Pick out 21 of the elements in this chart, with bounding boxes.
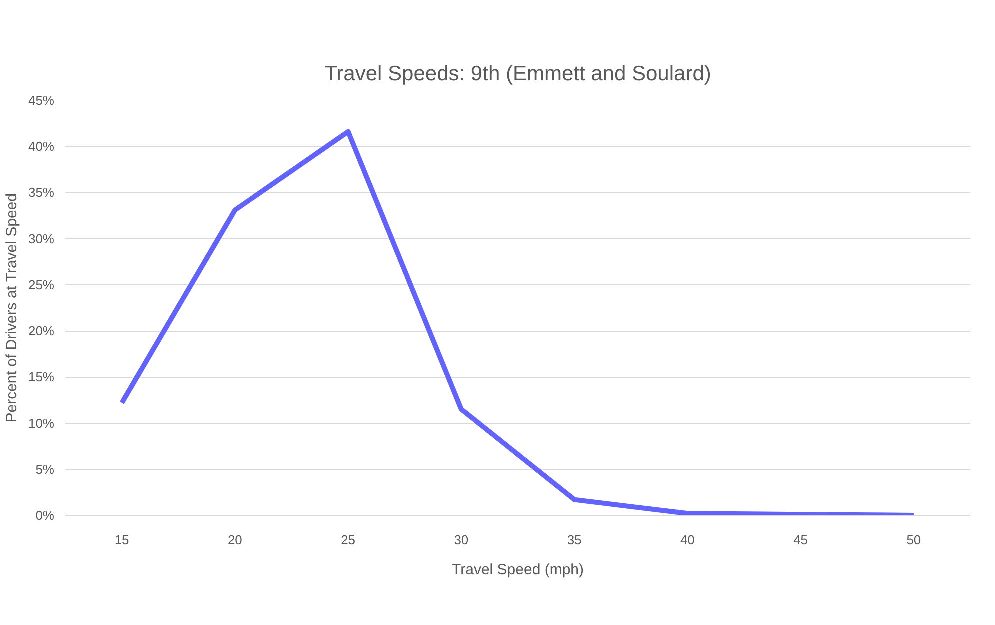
x-tick-label: 15 xyxy=(114,532,130,548)
x-tick-label: 30 xyxy=(454,532,469,548)
y-tick-label: 45% xyxy=(28,93,55,108)
y-tick-label: 25% xyxy=(28,277,55,292)
y-tick-label: 0% xyxy=(36,508,55,523)
x-tick-label: 25 xyxy=(341,532,356,548)
y-tick-label: 15% xyxy=(28,370,55,385)
chart-title: Travel Speeds: 9th (Emmett and Soulard) xyxy=(324,62,712,86)
y-tick-label: 30% xyxy=(28,231,55,246)
y-tick-label: 35% xyxy=(28,185,55,200)
x-tick-label: 45 xyxy=(794,532,808,548)
y-tick-label: 20% xyxy=(28,324,55,339)
y-tick-label: 40% xyxy=(28,139,55,154)
x-tick-label: 20 xyxy=(228,532,242,548)
x-tick-label: 50 xyxy=(906,532,922,548)
y-axis-title: Percent of Drivers at Travel Speed xyxy=(3,193,20,423)
x-axis-title: Travel Speed (mph) xyxy=(452,562,584,578)
y-tick-label: 10% xyxy=(28,416,55,431)
x-tick-label: 40 xyxy=(680,532,695,548)
x-tick-label: 35 xyxy=(567,532,582,548)
y-tick-label: 5% xyxy=(36,462,55,477)
